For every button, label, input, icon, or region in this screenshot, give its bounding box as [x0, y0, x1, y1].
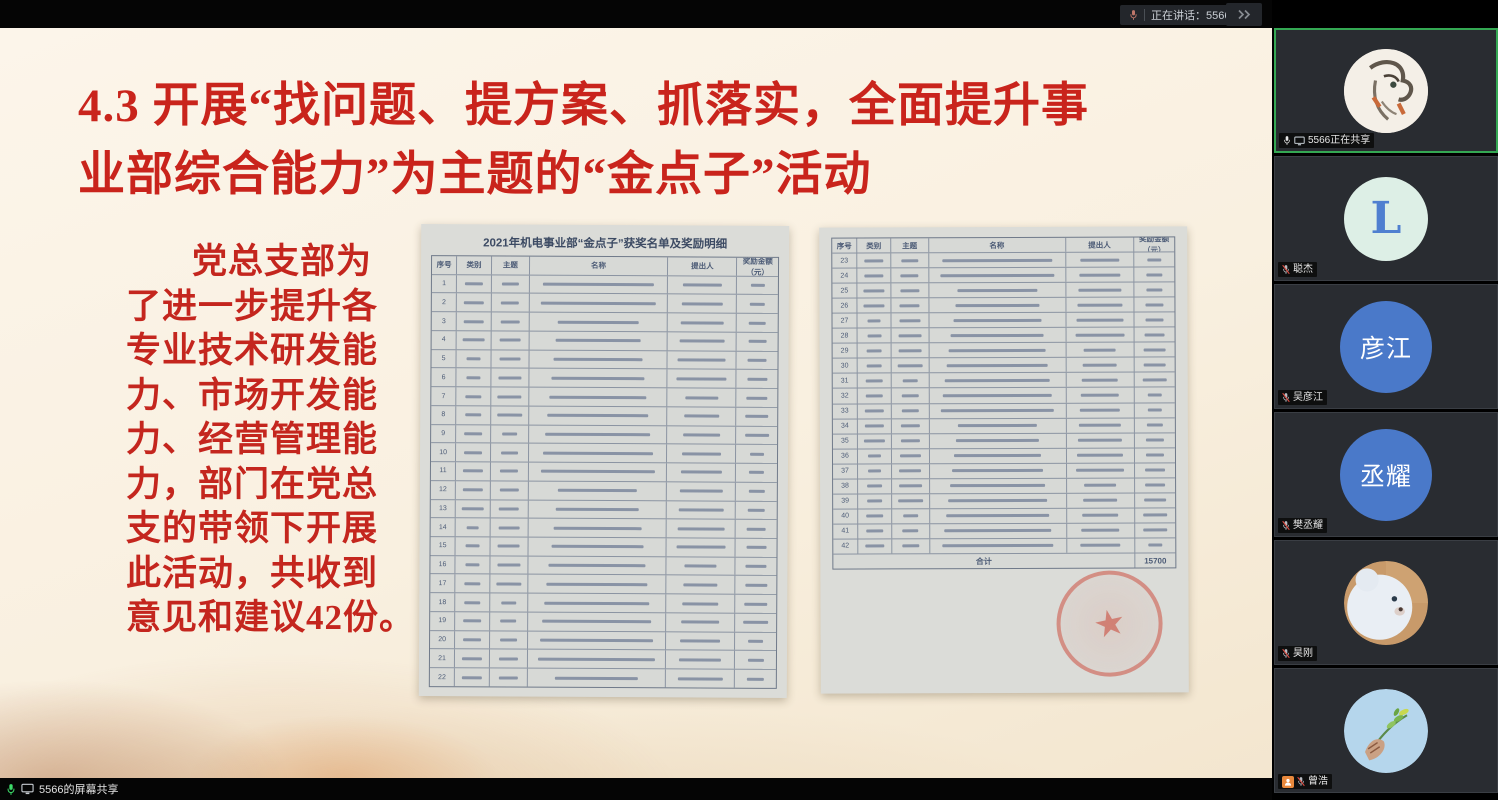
participant-tile-fanchengyao[interactable]: 丞耀 樊丞耀	[1274, 412, 1498, 537]
slide-body-text: 党总支部为 了进一步提升各 专业技术研发能 力、市场开发能 力、经营管理能 力，…	[126, 240, 441, 641]
participant-tile-5566[interactable]: 5566正在共享	[1274, 28, 1498, 153]
bottom-bar: 5566的屏幕共享	[0, 778, 1272, 800]
mic-active-icon	[6, 783, 16, 796]
red-stamp: ★	[1046, 560, 1173, 687]
mic-muted-icon	[1282, 520, 1290, 531]
award-table-photo-right: 序号 类别 主题 名称 提出人 奖励金额（元） 23 24 25 26 27 28 29 30 31 32 33…	[819, 226, 1189, 694]
award-table-photo-left: 2021年机电事业部“金点子”获奖名单及奖励明细 序号 类别 主题 名称 提出人 奖励金额…	[418, 224, 790, 698]
screen-share-icon	[21, 783, 34, 795]
participant-name-tag: 曾浩	[1278, 774, 1332, 789]
participant-name-tag: 樊丞耀	[1278, 518, 1327, 533]
mic-muted-icon	[1282, 264, 1290, 275]
speaking-indicator: 正在讲话：5566...	[1120, 5, 1249, 25]
body-line: 支的带领下开展	[126, 509, 379, 548]
body-line: 力，部门在党总	[126, 464, 379, 504]
body-line: 了进一步提升各	[126, 286, 379, 326]
mic-icon	[1283, 135, 1291, 146]
participant-tile-congjie[interactable]: L 聪杰	[1274, 156, 1498, 281]
avatar-initials: 彦江	[1359, 334, 1412, 363]
slide-title-line2: 业部综合能力”为主题的“金点子”活动	[78, 149, 872, 201]
participant-name: 聪杰	[1293, 264, 1313, 275]
presentation-slide: 4.3 开展“找问题、提方案、抓落实，全面提升事 业部综合能力”为主题的“金点子…	[0, 28, 1272, 778]
participant-name-tag: 昊刚	[1278, 646, 1317, 661]
avatar	[1344, 688, 1428, 773]
star-icon: ★	[1089, 599, 1130, 647]
participant-name-tag: 聪杰	[1278, 262, 1317, 277]
body-line: 党总支部为	[192, 242, 373, 281]
body-line: 专业技术研发能	[126, 331, 379, 370]
participant-name: 樊丞耀	[1293, 520, 1323, 531]
award-table-right: 序号 类别 主题 名称 提出人 奖励金额（元） 23 24 25 26 27 28 29 30 31 32 33…	[831, 236, 1177, 570]
avatar: L	[1344, 176, 1428, 261]
avatar	[1344, 560, 1428, 645]
screen-share-label: 5566的屏幕共享	[39, 784, 119, 796]
award-table-title: 2021年机电事业部“金点子”获奖名单及奖励明细	[483, 237, 728, 251]
top-bar: 正在讲话：5566...	[0, 0, 1272, 28]
body-line: 力、经营管理能	[126, 420, 379, 459]
avatar	[1344, 48, 1428, 133]
participants-sidebar: 5566正在共享 L 聪杰 彦江 吴彦江	[1274, 0, 1498, 800]
body-line: 此活动，共收到	[126, 553, 379, 593]
mic-muted-icon	[1282, 648, 1290, 659]
collapse-sidebar-button[interactable]	[1226, 3, 1262, 26]
plant-hand-avatar	[1344, 688, 1428, 773]
chevron-double-right-icon	[1236, 9, 1252, 20]
avatar: 丞耀	[1340, 428, 1432, 521]
participant-tile-wuyanjiang[interactable]: 彦江 吴彦江	[1274, 284, 1498, 409]
teddy-bear-avatar	[1344, 560, 1428, 645]
award-table-left: 序号 类别 主题 名称 提出人 奖励金额（元） 1 2 3 4 5 6 7 8 9 10 11 12 13 14 15 1…	[428, 255, 780, 689]
body-line: 力、市场开发能	[126, 375, 379, 415]
screen-share-icon	[1294, 136, 1305, 146]
participant-name: 昊刚	[1293, 648, 1313, 659]
participant-name: 曾浩	[1308, 776, 1328, 787]
mic-muted-icon	[1297, 776, 1305, 787]
participant-tile-haogang[interactable]: 昊刚	[1274, 540, 1498, 665]
avatar: 彦江	[1340, 300, 1432, 393]
participant-tile-zenghao[interactable]: 曾浩	[1274, 668, 1498, 793]
anime-portrait-avatar	[1344, 48, 1428, 133]
host-badge-icon	[1282, 775, 1294, 788]
avatar-letter: L	[1370, 193, 1402, 244]
mic-muted-icon	[1282, 392, 1290, 403]
speaking-label: 正在讲话：5566...	[1151, 10, 1240, 22]
participant-name: 吴彦江	[1293, 392, 1323, 403]
body-line: 意见和建议42份。	[126, 598, 416, 637]
participant-name-tag: 吴彦江	[1278, 390, 1327, 405]
divider	[1144, 9, 1145, 21]
screen-share-area: 正在讲话：5566... 4.3 开展“找问题、提方案、抓落实，全面提升事 业部…	[0, 0, 1272, 800]
participant-name: 5566正在共享	[1308, 135, 1371, 146]
participant-name-tag: 5566正在共享	[1279, 133, 1375, 148]
slide-title-line1: 4.3 开展“找问题、提方案、抓落实，全面提升事	[78, 80, 1089, 132]
mic-icon	[1129, 9, 1138, 21]
avatar-initials: 丞耀	[1359, 462, 1412, 491]
slide-title: 4.3 开展“找问题、提方案、抓落实，全面提升事 业部综合能力”为主题的“金点子…	[78, 72, 1163, 210]
